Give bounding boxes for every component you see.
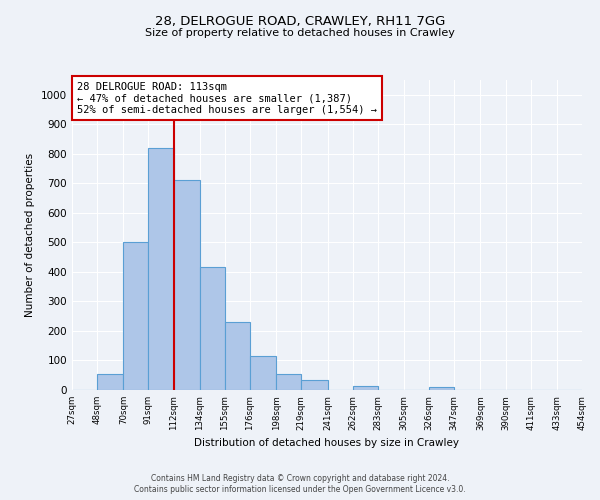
- Text: Size of property relative to detached houses in Crawley: Size of property relative to detached ho…: [145, 28, 455, 38]
- Bar: [353, 386, 378, 390]
- Bar: [429, 387, 454, 390]
- Bar: [97, 374, 124, 390]
- Text: Contains HM Land Registry data © Crown copyright and database right 2024.: Contains HM Land Registry data © Crown c…: [151, 474, 449, 483]
- Bar: [276, 374, 301, 390]
- Text: Contains public sector information licensed under the Open Government Licence v3: Contains public sector information licen…: [134, 485, 466, 494]
- Bar: [301, 380, 328, 390]
- Bar: [124, 242, 148, 390]
- Bar: [200, 268, 225, 390]
- Bar: [148, 148, 173, 390]
- Text: 28, DELROGUE ROAD, CRAWLEY, RH11 7GG: 28, DELROGUE ROAD, CRAWLEY, RH11 7GG: [155, 15, 445, 28]
- Y-axis label: Number of detached properties: Number of detached properties: [25, 153, 35, 317]
- X-axis label: Distribution of detached houses by size in Crawley: Distribution of detached houses by size …: [194, 438, 460, 448]
- Text: 28 DELROGUE ROAD: 113sqm
← 47% of detached houses are smaller (1,387)
52% of sem: 28 DELROGUE ROAD: 113sqm ← 47% of detach…: [77, 82, 377, 115]
- Bar: [250, 356, 276, 390]
- Bar: [173, 180, 200, 390]
- Bar: [225, 322, 250, 390]
